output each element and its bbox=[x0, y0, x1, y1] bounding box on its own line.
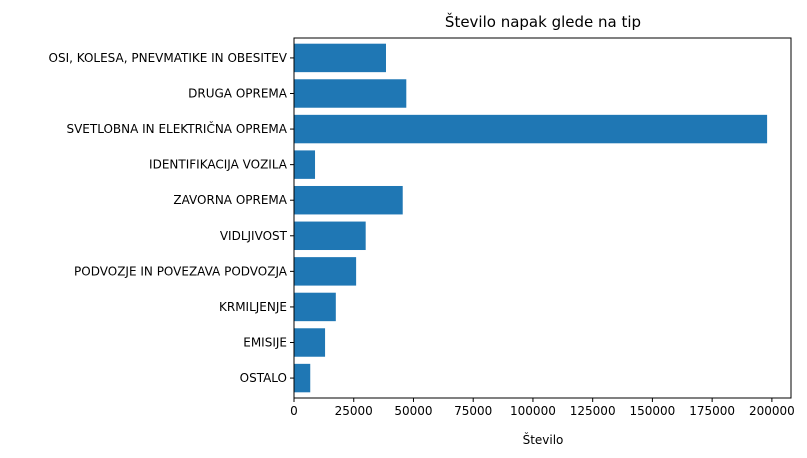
y-tick-label: PODVOZJE IN POVEZAVA PODVOZJA bbox=[74, 264, 288, 278]
bar bbox=[294, 363, 311, 393]
x-tick-label: 100000 bbox=[510, 404, 556, 418]
plot-frame bbox=[293, 37, 792, 399]
y-tick-label: SVETLOBNA IN ELEKTRIČNA OPREMA bbox=[66, 121, 287, 136]
x-tick-label: 50000 bbox=[394, 404, 432, 418]
bar bbox=[294, 43, 386, 73]
x-tick-label: 125000 bbox=[570, 404, 616, 418]
x-tick-label: 75000 bbox=[454, 404, 492, 418]
bar bbox=[294, 114, 768, 144]
bar bbox=[294, 221, 366, 251]
y-tick-label: IDENTIFIKACIJA VOZILA bbox=[149, 158, 288, 172]
y-tick-label: OSTALO bbox=[240, 371, 287, 385]
x-tick-label: 175000 bbox=[689, 404, 735, 418]
x-tick-label: 25000 bbox=[335, 404, 373, 418]
bars-group bbox=[294, 43, 768, 393]
y-tick-label: ZAVORNA OPREMA bbox=[173, 193, 287, 207]
y-axis-ticks: OSI, KOLESA, PNEVMATIKE IN OBESITEV DRUGA… bbox=[49, 51, 294, 385]
bar bbox=[294, 257, 357, 286]
bar bbox=[294, 185, 403, 215]
y-tick-label: VIDLJIVOST bbox=[220, 229, 288, 243]
y-tick-label: KRMILJENJE bbox=[219, 300, 287, 314]
y-tick-label: OSI, KOLESA, PNEVMATIKE IN OBESITEV bbox=[49, 51, 288, 65]
y-tick-label: DRUGA OPREMA bbox=[188, 86, 288, 100]
x-axis-ticks: 0 25000 50000 75000 100000 125000 150000 175000… bbox=[290, 398, 795, 418]
chart-title: Število napak glede na tip bbox=[445, 12, 641, 31]
x-tick-label: 0 bbox=[290, 404, 298, 418]
bar bbox=[294, 292, 336, 322]
bar bbox=[294, 328, 326, 357]
bar bbox=[294, 150, 316, 179]
y-tick-label: EMISIJE bbox=[243, 336, 287, 350]
bar bbox=[294, 79, 407, 108]
x-tick-label: 200000 bbox=[749, 404, 795, 418]
x-axis-label: Število bbox=[523, 432, 564, 447]
x-tick-label: 150000 bbox=[630, 404, 676, 418]
